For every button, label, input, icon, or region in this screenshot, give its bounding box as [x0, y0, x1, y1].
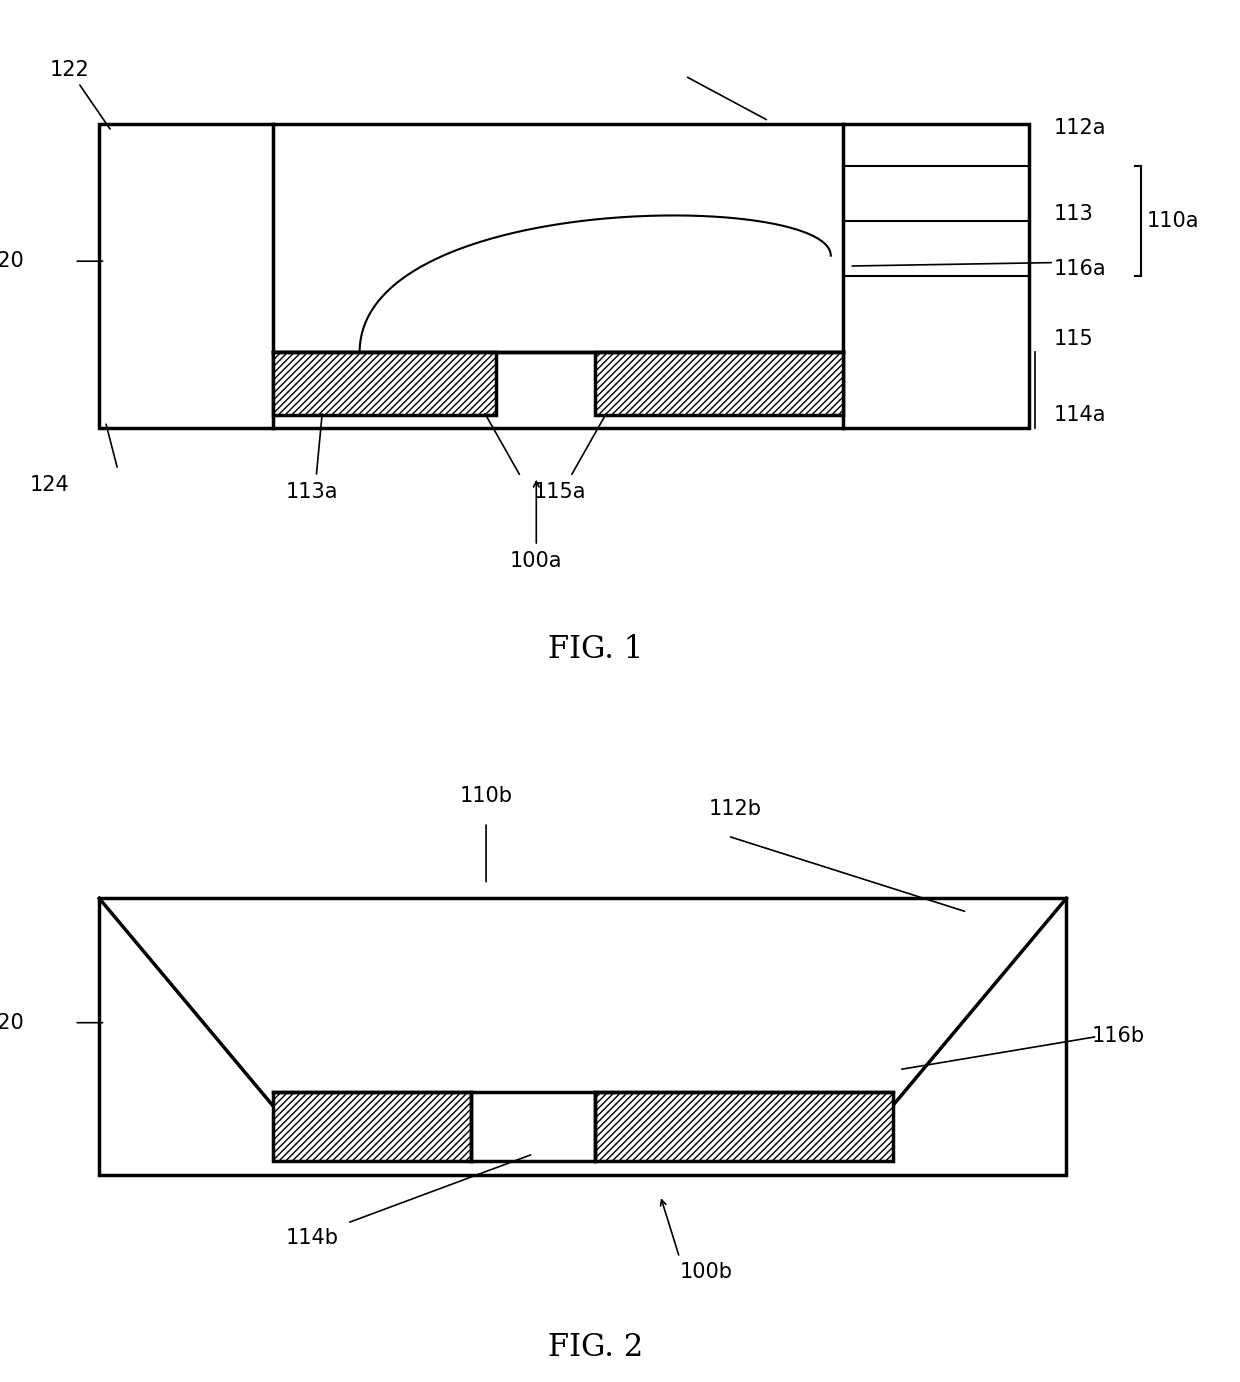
Bar — [273, 352, 496, 415]
Text: 100b: 100b — [680, 1262, 733, 1282]
Text: 110a: 110a — [1147, 211, 1199, 231]
Text: 112a: 112a — [1054, 117, 1106, 138]
Bar — [99, 898, 1066, 1175]
Text: 115: 115 — [1054, 329, 1094, 350]
Text: FIG. 2: FIG. 2 — [548, 1332, 642, 1363]
Text: 122: 122 — [50, 59, 110, 129]
Text: 110b: 110b — [460, 785, 512, 806]
Text: 100a: 100a — [510, 550, 563, 571]
Text: 120: 120 — [0, 1013, 25, 1032]
Bar — [595, 1092, 893, 1161]
Text: 113a: 113a — [285, 481, 337, 502]
Text: FIG. 1: FIG. 1 — [548, 634, 642, 665]
Text: 113: 113 — [1054, 205, 1094, 224]
Text: 114b: 114b — [285, 1227, 339, 1248]
Text: 112b: 112b — [708, 799, 761, 820]
Text: 115a: 115a — [533, 481, 585, 502]
Text: 120: 120 — [0, 252, 25, 271]
Bar — [273, 1092, 471, 1161]
Bar — [99, 124, 1029, 428]
Text: 116b: 116b — [1091, 1027, 1145, 1046]
Bar — [595, 352, 843, 415]
Text: 124: 124 — [30, 474, 69, 495]
Text: 116a: 116a — [1054, 260, 1106, 279]
Text: 114a: 114a — [1054, 405, 1106, 426]
